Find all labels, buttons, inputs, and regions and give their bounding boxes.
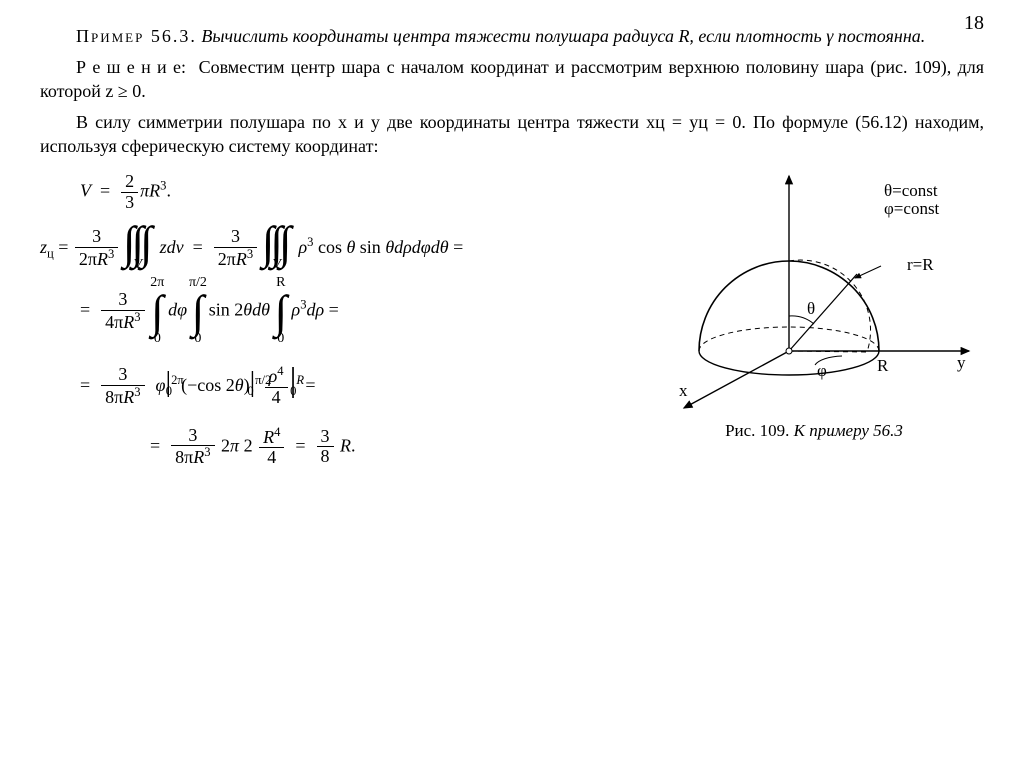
svg-text:R: R <box>877 356 889 375</box>
solution-para-2: В силу симметрии полушара по x и y две к… <box>40 111 984 158</box>
v-lhs: V <box>80 180 91 200</box>
svg-text:y: y <box>957 353 966 372</box>
problem-text: Вычислить координаты центра тяжести полу… <box>201 26 925 46</box>
math-column: V = 23πR3. zц = 32πR3 ∫∫∫ V zdv = 32πR3 … <box>40 166 634 474</box>
eq-volume: V = 23πR3. <box>80 172 634 213</box>
solution-para-1: Р е ш е н и е: Совместим центр шара с на… <box>40 56 984 103</box>
page-number: 18 <box>964 10 984 36</box>
svg-text:x: x <box>679 381 688 400</box>
figure-hemisphere: θ=const φ=const r=R θ φ R x y <box>649 166 979 416</box>
figure-column: θ=const φ=const r=R θ φ R x y Рис. 109. … <box>644 166 984 442</box>
eq-z-line2: = 34πR3 ∫2π0 dφ ∫π/20 sin 2θdθ ∫R0 ρ3dρ … <box>80 290 634 333</box>
eq-z-line3: = 38πR3 φ|2π0 (−cos 2θ)|π/20 ρ44|R0 = <box>80 359 634 408</box>
eq-z-line1: zц = 32πR3 ∫∫∫ V zdv = 32πR3 ∫∫∫ V ρ3 co… <box>40 227 634 270</box>
solution-label: Р е ш е н и е: <box>76 57 186 77</box>
svg-text:φ: φ <box>817 361 827 380</box>
svg-text:φ=const: φ=const <box>884 199 940 218</box>
fig-caption-rest: К примеру 56.3 <box>794 421 903 440</box>
fig-caption-prefix: Рис. 109. <box>725 421 789 440</box>
example-label: Пример 56.3. <box>76 26 197 46</box>
figure-caption: Рис. 109. К примеру 56.3 <box>644 420 984 442</box>
eq-z-line4: = 38πR3 2π 2 R44 = 38 R. <box>150 426 634 469</box>
svg-text:r=R: r=R <box>907 255 934 274</box>
problem-statement: Пример 56.3. Вычислить координаты центра… <box>40 25 984 48</box>
svg-text:θ: θ <box>807 299 815 318</box>
svg-text:θ=const: θ=const <box>884 181 938 200</box>
